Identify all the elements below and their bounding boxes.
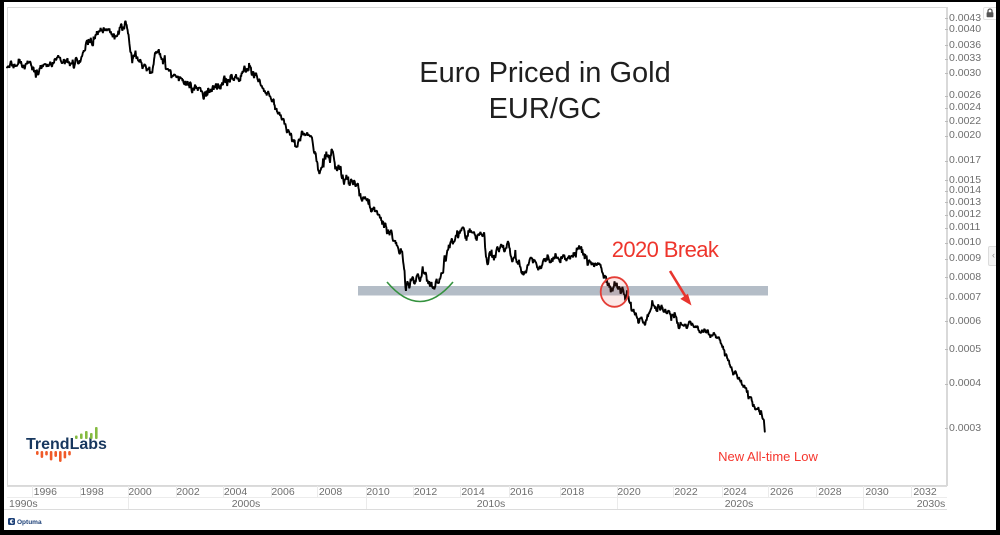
svg-text:Optuma: Optuma bbox=[17, 519, 42, 526]
